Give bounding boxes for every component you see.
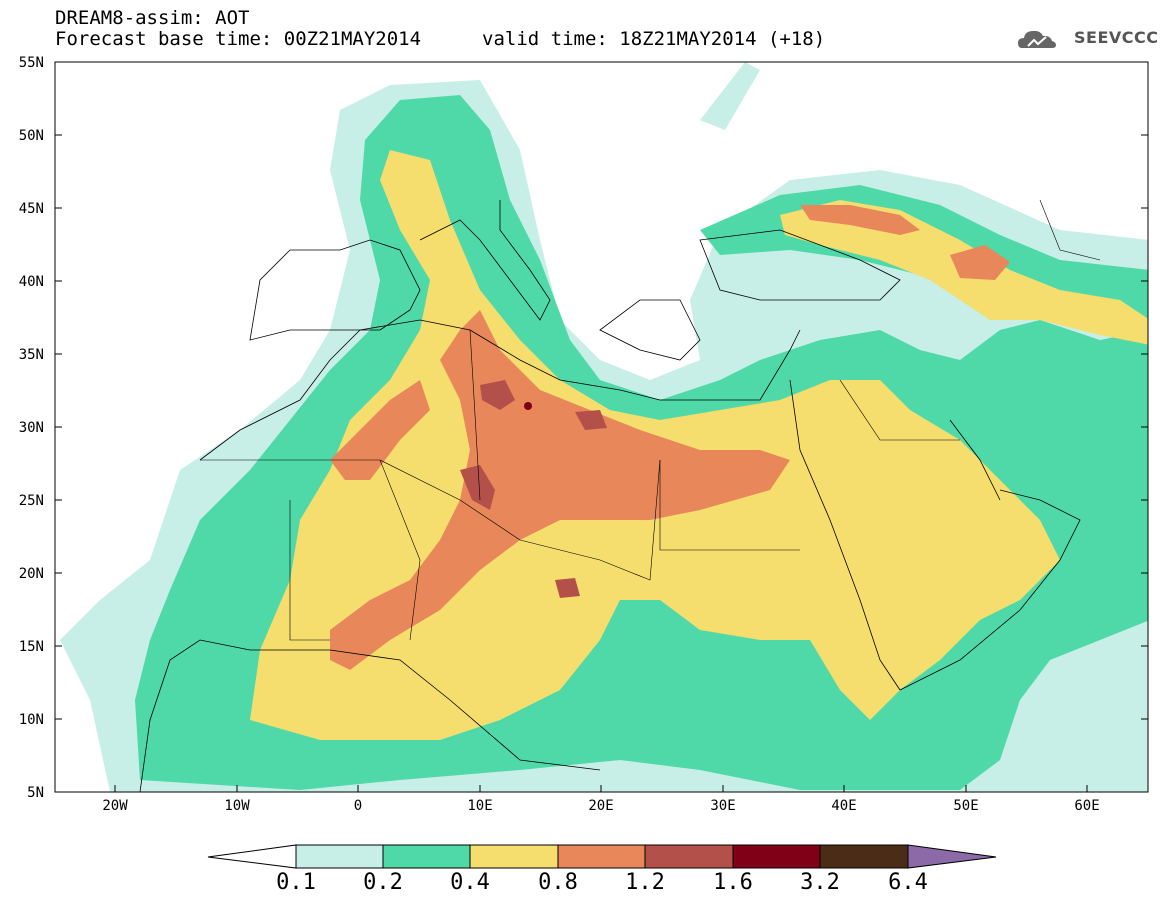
- valid-time: valid time: 18Z21MAY2014 (+18): [482, 28, 826, 50]
- lat-label: 20N: [18, 566, 44, 582]
- colorbar-swatch-2: [382, 844, 471, 869]
- lon-label: 40E: [831, 798, 857, 814]
- lon-label: 20W: [102, 798, 128, 814]
- colorbar-label: 0.1: [276, 870, 316, 895]
- forecast-base-time: Forecast base time: 00Z21MAY2014: [55, 28, 422, 50]
- contour-lev4d: [950, 245, 1010, 280]
- map-title: DREAM8-assim: AOT: [55, 7, 250, 29]
- contour-lev6: [524, 402, 532, 410]
- colorbar-label: 1.2: [625, 870, 665, 895]
- contour-lev5: [460, 465, 495, 510]
- colorbar-label: 0.8: [538, 870, 578, 895]
- contour-lev5d: [555, 578, 580, 598]
- logo-text: SEEVCCC: [1074, 28, 1159, 47]
- contour-lev5c: [575, 410, 607, 430]
- lon-label: 60E: [1074, 798, 1100, 814]
- country-borders: [200, 199, 1101, 641]
- lat-label: 50N: [18, 128, 44, 144]
- lat-label: 45N: [18, 201, 44, 217]
- lon-label: 20E: [588, 798, 614, 814]
- colorbar-swatch-3: [469, 844, 559, 869]
- colorbar-label: 1.6: [713, 870, 753, 895]
- coastlines: [139, 200, 1081, 792]
- colorbar-swatch-7: [819, 844, 909, 869]
- colorbar-label: 0.2: [363, 870, 403, 895]
- contour-lev4b: [330, 380, 430, 480]
- contour-lev4c: [800, 205, 920, 235]
- contour-lev1b: [700, 62, 760, 130]
- lon-label: 0: [353, 798, 363, 814]
- colorbar-lower-arrow: [207, 844, 297, 869]
- colorbar-upper-arrow: [907, 844, 997, 869]
- lat-label: 55N: [18, 55, 44, 71]
- colorbar-swatch-1: [295, 844, 384, 869]
- lat-label: 35N: [18, 347, 44, 363]
- contour-lev5b: [480, 380, 515, 410]
- lon-ticks: [114, 785, 1088, 792]
- colorbar-label: 0.4: [450, 870, 490, 895]
- aot-contours: [60, 62, 1148, 792]
- cloud-icon: [1018, 30, 1056, 48]
- colorbar-swatch-6: [732, 844, 821, 869]
- colorbar-swatch-4: [557, 844, 646, 869]
- colorbar-label: 3.2: [800, 870, 840, 895]
- lon-label: 10E: [467, 798, 493, 814]
- colorbar-label: 6.4: [888, 870, 928, 895]
- lon-label: 10W: [224, 798, 250, 814]
- lon-label: 50E: [953, 798, 979, 814]
- lat-label: 30N: [18, 420, 44, 436]
- lon-label: 30E: [710, 798, 736, 814]
- lat-label: 5N: [27, 785, 44, 801]
- colorbar: [207, 844, 997, 869]
- contour-lev4: [330, 310, 790, 670]
- lat-label: 15N: [18, 639, 44, 655]
- lat-label: 10N: [18, 712, 44, 728]
- lat-ticks: [55, 61, 1148, 720]
- lat-label: 40N: [18, 274, 44, 290]
- lat-label: 25N: [18, 493, 44, 509]
- colorbar-swatch-5: [644, 844, 734, 869]
